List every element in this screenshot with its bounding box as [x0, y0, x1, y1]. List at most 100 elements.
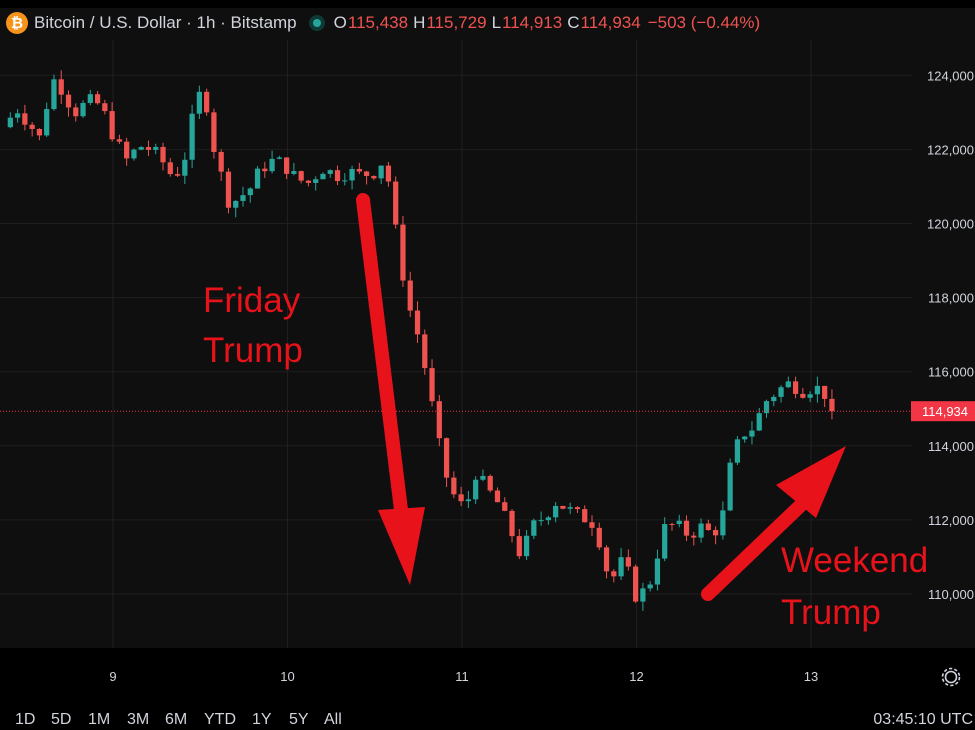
candle	[80, 100, 86, 118]
timeframe-1d[interactable]: 1D	[15, 711, 36, 728]
annotation-friday: Friday	[203, 281, 301, 320]
candle	[116, 134, 123, 144]
timeframe-1y[interactable]: 1Y	[252, 711, 272, 728]
open-value: 115,438	[347, 13, 409, 32]
candle	[7, 112, 13, 129]
candle	[567, 502, 573, 515]
close-value: 114,934	[580, 13, 641, 32]
timeframe-ytd[interactable]: YTD	[204, 711, 236, 728]
y-tick-label: 116,000	[928, 365, 974, 380]
candle	[385, 161, 392, 187]
annotation-trump-left: Trump	[203, 331, 303, 370]
y-tick-label: 112,000	[928, 513, 974, 528]
gear-icon[interactable]	[941, 667, 961, 687]
candle	[712, 526, 719, 545]
candle	[204, 88, 210, 116]
candle	[182, 152, 188, 184]
candle	[705, 519, 711, 531]
candle	[51, 74, 57, 111]
timeframe-6m[interactable]: 6M	[165, 711, 188, 728]
candle	[502, 497, 508, 512]
symbol-title[interactable]: Bitcoin / U.S. Dollar · 1h · Bitstamp	[34, 13, 297, 32]
candle	[647, 581, 653, 592]
candle	[298, 170, 304, 184]
candle	[22, 104, 28, 131]
annotation-weekend: Weekend	[781, 541, 928, 580]
candle	[785, 376, 791, 389]
candle	[29, 121, 35, 137]
candle	[276, 155, 282, 160]
market-status-icon[interactable]	[308, 15, 325, 31]
candle	[443, 437, 450, 487]
candle	[189, 104, 195, 169]
candle	[313, 176, 319, 191]
price-axis[interactable]	[912, 8, 975, 648]
candle	[538, 511, 544, 526]
candle	[320, 172, 326, 180]
candle	[342, 173, 348, 186]
candle	[829, 389, 835, 420]
timeframe-5y[interactable]: 5Y	[289, 711, 309, 728]
candle	[778, 385, 784, 403]
candle	[742, 436, 748, 443]
close-label: C	[567, 13, 580, 32]
candle	[65, 90, 72, 117]
candle	[676, 514, 682, 528]
candle	[545, 515, 551, 525]
candle	[284, 157, 290, 180]
candle	[451, 471, 457, 499]
annotation-trump-right: Trump	[781, 593, 881, 632]
candle	[262, 161, 268, 178]
candle	[792, 376, 799, 399]
candle	[458, 486, 464, 507]
candle	[14, 109, 21, 123]
open-label: O	[333, 13, 347, 32]
candle	[58, 70, 64, 104]
low-label: L	[491, 13, 502, 32]
candle	[582, 505, 588, 523]
arrow-down-annotation	[356, 193, 425, 585]
candle	[334, 165, 341, 186]
candle	[102, 99, 108, 115]
bottom-toolbar: 1D 5D 1M 3M 6M YTD 1Y 5Y All 03:45:10 UT…	[0, 706, 975, 730]
high-value: 115,729	[426, 13, 487, 32]
x-tick-label: 10	[280, 669, 294, 684]
candle	[473, 476, 479, 504]
candle	[407, 271, 413, 318]
price-chart[interactable]: 114,934 Friday Trump Weekend Trump 110,000 1…	[0, 0, 975, 706]
last-price-tag[interactable]	[911, 401, 975, 422]
candle	[640, 582, 646, 611]
candle	[233, 200, 239, 218]
candle	[749, 421, 755, 445]
timeframe-all[interactable]: All	[324, 711, 342, 728]
candle	[174, 166, 181, 177]
candle	[305, 180, 312, 187]
utc-clock[interactable]: 03:45:10 UTC	[873, 711, 973, 728]
x-tick-label: 13	[804, 669, 818, 684]
x-tick-label: 11	[455, 669, 469, 684]
candle	[589, 515, 595, 537]
candle	[553, 502, 559, 523]
candle	[240, 186, 246, 207]
high-label: H	[413, 13, 426, 32]
candle	[436, 395, 442, 447]
candle	[196, 85, 202, 120]
low-value: 114,913	[502, 13, 563, 32]
candle	[669, 522, 675, 531]
candle	[153, 143, 159, 155]
candle	[698, 518, 704, 543]
candle	[269, 150, 275, 174]
candle	[596, 522, 602, 551]
candle	[720, 501, 726, 540]
arrow-up-annotation	[701, 446, 846, 601]
timeframe-5d[interactable]: 5D	[51, 711, 72, 728]
timeframe-1m[interactable]: 1M	[88, 711, 111, 728]
candle	[560, 505, 566, 510]
candle	[756, 407, 762, 432]
candle	[356, 162, 362, 175]
candle	[654, 549, 661, 591]
timeframe-3m[interactable]: 3M	[127, 711, 150, 728]
candle	[480, 469, 486, 482]
candle	[800, 387, 806, 399]
